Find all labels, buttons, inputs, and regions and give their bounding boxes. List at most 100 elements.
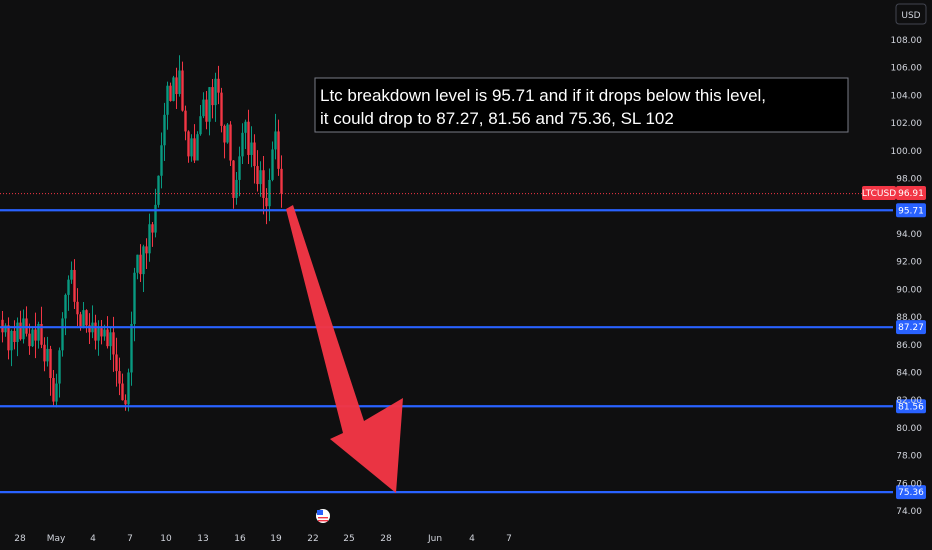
candle-body (70, 269, 73, 280)
candle-body (268, 179, 271, 207)
price-axis[interactable]: 108.00 106.00 104.00 102.00 100.00 98.00 94.00… (891, 36, 923, 517)
y-tick-label: 98.00 (896, 175, 922, 185)
candle-body (124, 400, 127, 405)
candle-body (130, 323, 133, 373)
y-tick-label: 102.00 (891, 119, 923, 129)
x-tick-label: 4 (90, 534, 96, 544)
candle-body (202, 99, 205, 117)
y-tick-label: 92.00 (896, 258, 922, 268)
x-tick-label: 4 (469, 534, 475, 544)
candle-body (160, 145, 163, 176)
candle-body (34, 329, 37, 341)
candle-body (100, 328, 103, 337)
candle-body (13, 330, 16, 342)
candle-body (214, 78, 217, 106)
candle-body (7, 325, 10, 351)
candle-body (106, 329, 109, 347)
candle-body (25, 318, 28, 334)
x-tick-label: May (47, 534, 66, 544)
level-tag-bg (896, 485, 926, 500)
level-tag-bg (896, 320, 926, 335)
candle-body (181, 70, 184, 111)
candle-body (274, 131, 277, 150)
x-tick-label: 7 (506, 534, 512, 544)
candle-body (175, 77, 178, 95)
candle-body (187, 131, 190, 157)
candle-body (1, 319, 4, 333)
x-tick-label: 19 (270, 534, 282, 544)
y-tick-label: 80.00 (896, 424, 922, 434)
candle-body (265, 197, 268, 207)
x-tick-label: Jun (427, 534, 442, 544)
currency-button[interactable]: USD (895, 3, 927, 25)
candle-body (76, 301, 79, 315)
candle-body (190, 138, 193, 157)
currency-button-frame (895, 3, 927, 25)
y-tick-label: 100.00 (891, 147, 923, 157)
annotation-box-frame (314, 77, 849, 133)
candle-body (109, 332, 112, 347)
candle-body (205, 99, 208, 122)
candle-body (193, 138, 196, 161)
candle-body (253, 142, 256, 167)
annotation-box[interactable]: Ltc breakdown level is 95.71 and if it d… (314, 77, 849, 133)
candle-body (145, 246, 148, 254)
candle-body (88, 325, 91, 333)
candle-body (40, 323, 43, 345)
candle-body (148, 224, 151, 254)
last-price-tag-bg (896, 186, 926, 200)
down-arrow-drawing[interactable] (286, 205, 403, 493)
candle-body (49, 348, 52, 379)
y-tick-label: 104.00 (891, 91, 923, 101)
x-tick-label: 22 (307, 534, 318, 544)
candle-body (22, 318, 25, 340)
candle-body (103, 329, 106, 337)
horizontal-levels[interactable]: 95.71 87.27 81.56 75.36 (0, 203, 926, 500)
candle-body (277, 131, 280, 169)
candle-body (19, 322, 22, 340)
candle-body (232, 160, 235, 198)
x-tick-label: 28 (14, 534, 26, 544)
candle-body (196, 134, 199, 161)
y-tick-label: 86.00 (896, 341, 922, 351)
candle-body (16, 322, 19, 342)
candle-body (280, 168, 283, 194)
candle-body (166, 85, 169, 115)
time-axis[interactable]: 28 May 4 7 10 13 16 19 22 25 28 Jun 4 7 (14, 534, 512, 544)
y-tick-label: 76.00 (896, 479, 922, 489)
candle-body (226, 124, 229, 143)
candle-body (199, 116, 202, 135)
candle-body (262, 170, 265, 198)
economic-event-marker[interactable] (316, 509, 330, 523)
y-tick-label: 108.00 (891, 36, 923, 46)
candle-body (52, 378, 55, 402)
candle-body (37, 323, 40, 341)
candle-body (271, 149, 274, 180)
candle-body (163, 114, 166, 146)
candle-body (118, 371, 121, 384)
candle-body (244, 121, 247, 133)
level-tag-text: 75.36 (898, 488, 924, 498)
y-tick-label: 88.00 (896, 313, 922, 323)
candle-body (178, 70, 181, 95)
level-tag-text: 81.56 (898, 402, 924, 412)
candle-body (247, 121, 250, 155)
level-tag-text: 87.27 (898, 323, 924, 333)
candle-body (238, 156, 241, 180)
candle-body (151, 224, 154, 233)
candle-body (58, 350, 61, 384)
annotation-line-1: Ltc breakdown level is 95.71 and if it d… (320, 86, 766, 105)
candle-body (139, 254, 142, 275)
candle-body (55, 383, 58, 402)
symbol-tag-bg (862, 186, 896, 200)
candle-body (169, 85, 172, 101)
candle-body (133, 272, 136, 324)
candle-body (250, 142, 253, 155)
x-tick-label: 16 (234, 534, 246, 544)
candle-body (229, 124, 232, 161)
y-tick-label: 74.00 (896, 507, 922, 517)
x-tick-label: 10 (160, 534, 172, 544)
x-tick-label: 7 (127, 534, 133, 544)
annotation-line-2: it could drop to 87.27, 81.56 and 75.36,… (320, 109, 674, 128)
